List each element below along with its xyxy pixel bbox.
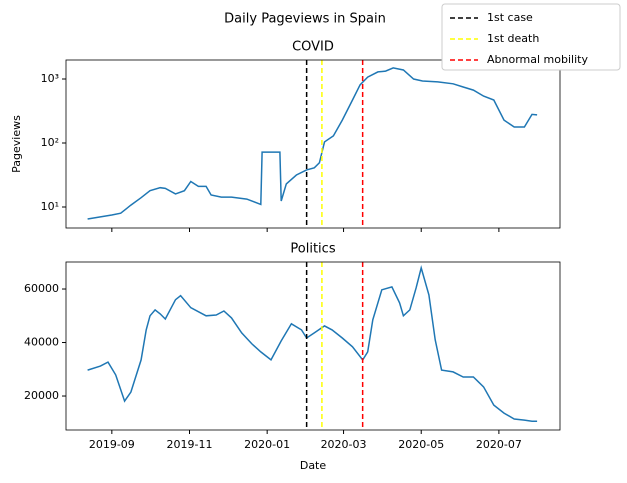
y-tick-label: 20000 (24, 389, 59, 402)
x-tick-label: 2019-09 (89, 438, 135, 451)
y-tick-label: 10¹ (41, 200, 59, 213)
legend-box (441, 3, 621, 71)
series-line (87, 265, 538, 422)
axes-title: Politics (290, 242, 335, 257)
legend: 1st case 1st death Abnormal mobility (441, 3, 621, 71)
axes-title: COVID (292, 40, 334, 55)
y-tick-label: 40000 (24, 336, 59, 349)
y-axis-label: Pageviews (10, 115, 23, 173)
axes-frame (65, 261, 561, 431)
legend-label: 1st death (487, 32, 539, 45)
legend-label: Abnormal mobility (487, 53, 588, 66)
figure-title: Daily Pageviews in Spain (224, 12, 386, 27)
x-tick-label: 2020-05 (398, 438, 444, 451)
x-tick-label: 2020-01 (244, 438, 290, 451)
axes-frame (65, 59, 561, 229)
x-axis-label: Date (300, 459, 327, 472)
y-tick-label: 10² (41, 136, 59, 149)
series-line (87, 67, 538, 220)
x-tick-label: 2020-03 (321, 438, 367, 451)
y-tick-label: 60000 (24, 282, 59, 295)
x-tick-label: 2019-11 (167, 438, 213, 451)
x-tick-label: 2020-07 (476, 438, 522, 451)
legend-label: 1st case (487, 11, 533, 24)
y-tick-label: 10³ (41, 72, 59, 85)
